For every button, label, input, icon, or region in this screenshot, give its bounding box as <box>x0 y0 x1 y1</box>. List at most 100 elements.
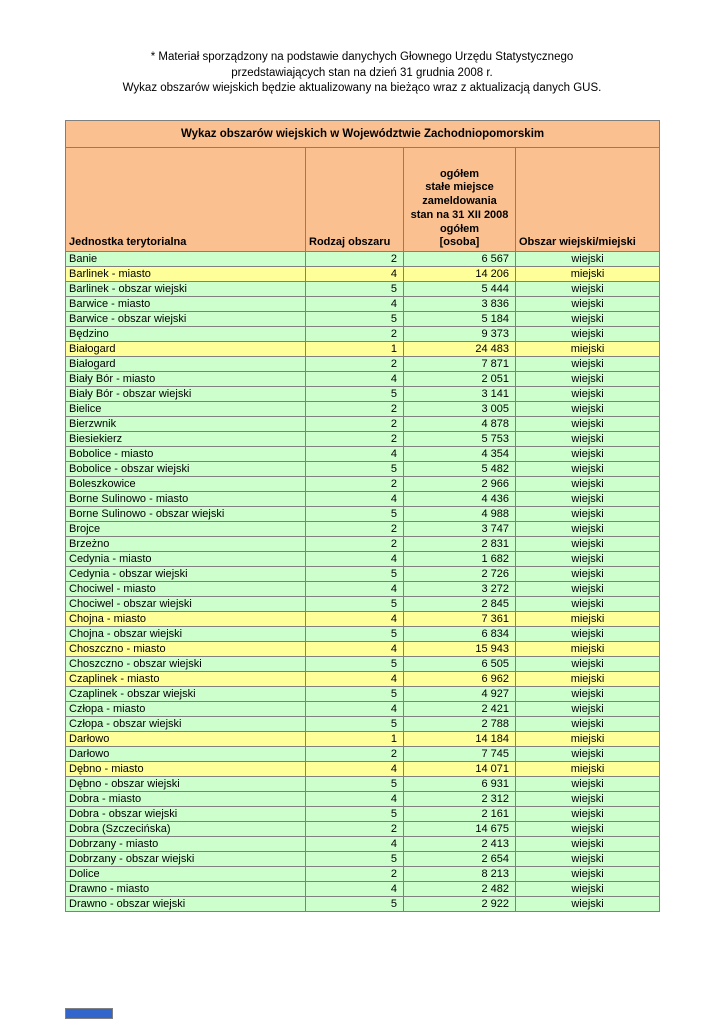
rural-areas-table-wrap: Wykaz obszarów wiejskich w Województwie … <box>64 120 661 912</box>
cell-population: 4 354 <box>403 446 516 462</box>
cell-area-type: 2 <box>305 251 404 267</box>
column-header-population: ogółem stałe miejsce zameldowania stan n… <box>403 147 516 252</box>
cell-population: 6 931 <box>403 776 516 792</box>
cell-area-type: 2 <box>305 536 404 552</box>
cell-population: 5 184 <box>403 311 516 327</box>
cell-area-type: 1 <box>305 341 404 357</box>
cell-rural-urban: wiejski <box>514 281 661 297</box>
cell-territorial-unit: Barlinek - miasto <box>65 266 306 282</box>
cell-rural-urban: wiejski <box>514 386 661 402</box>
cell-area-type: 2 <box>305 746 404 762</box>
cell-rural-urban: wiejski <box>514 836 661 852</box>
cell-territorial-unit: Bielice <box>65 401 306 417</box>
cell-area-type: 5 <box>305 686 404 702</box>
cell-population: 2 413 <box>403 836 516 852</box>
cell-territorial-unit: Dobra - obszar wiejski <box>65 806 306 822</box>
cell-territorial-unit: Dobra (Szczecińska) <box>65 821 306 837</box>
cell-rural-urban: wiejski <box>514 371 661 387</box>
cell-population: 3 141 <box>403 386 516 402</box>
table-row: Boleszkowice 2 2 966 wiejski <box>65 476 661 492</box>
table-row: Białogard 1 24 483 miejski <box>65 341 661 357</box>
table-row: Banie 2 6 567 wiejski <box>65 251 661 267</box>
cell-area-type: 4 <box>305 836 404 852</box>
cell-territorial-unit: Dębno - miasto <box>65 761 306 777</box>
cell-rural-urban: wiejski <box>514 821 661 837</box>
cell-rural-urban: wiejski <box>514 311 661 327</box>
cell-area-type: 2 <box>305 356 404 372</box>
cell-population: 5 482 <box>403 461 516 477</box>
cell-territorial-unit: Dobra - miasto <box>65 791 306 807</box>
cell-rural-urban: wiejski <box>514 626 661 642</box>
cell-area-type: 5 <box>305 851 404 867</box>
cell-rural-urban: wiejski <box>514 491 661 507</box>
table-row: Choszczno - obszar wiejski 5 6 505 wiejski <box>65 656 661 672</box>
cell-population: 5 753 <box>403 431 516 447</box>
table-row: Barwice - miasto 4 3 836 wiejski <box>65 296 661 312</box>
cell-area-type: 4 <box>305 296 404 312</box>
table-row: Dobrzany - obszar wiejski 5 2 654 wiejski <box>65 851 661 867</box>
cell-territorial-unit: Darłowo <box>65 731 306 747</box>
cell-rural-urban: wiejski <box>514 401 661 417</box>
cell-population: 7 745 <box>403 746 516 762</box>
cell-area-type: 5 <box>305 311 404 327</box>
table-row: Bobolice - miasto 4 4 354 wiejski <box>65 446 661 462</box>
table-row: Barlinek - obszar wiejski 5 5 444 wiejski <box>65 281 661 297</box>
cell-rural-urban: wiejski <box>514 596 661 612</box>
cell-territorial-unit: Czaplinek - miasto <box>65 671 306 687</box>
cell-territorial-unit: Dolice <box>65 866 306 882</box>
cell-population: 3 005 <box>403 401 516 417</box>
cell-territorial-unit: Chociwel - miasto <box>65 581 306 597</box>
cell-territorial-unit: Brzeżno <box>65 536 306 552</box>
table-title: Wykaz obszarów wiejskich w Województwie … <box>64 120 661 148</box>
table-row: Bierzwnik 2 4 878 wiejski <box>65 416 661 432</box>
cell-area-type: 5 <box>305 281 404 297</box>
table-row: Bielice 2 3 005 wiejski <box>65 401 661 417</box>
cell-rural-urban: wiejski <box>514 656 661 672</box>
cell-rural-urban: wiejski <box>514 716 661 732</box>
cell-rural-urban: wiejski <box>514 461 661 477</box>
cell-area-type: 5 <box>305 461 404 477</box>
table-row: Borne Sulinowo - obszar wiejski 5 4 988 wie… <box>65 506 661 522</box>
cell-rural-urban: wiejski <box>514 806 661 822</box>
cell-population: 3 836 <box>403 296 516 312</box>
table-row: Barwice - obszar wiejski 5 5 184 wiejski <box>65 311 661 327</box>
cell-population: 14 071 <box>403 761 516 777</box>
cell-rural-urban: wiejski <box>514 506 661 522</box>
table-row: Darłowo 2 7 745 wiejski <box>65 746 661 762</box>
cell-population: 2 312 <box>403 791 516 807</box>
table-row: Brojce 2 3 747 wiejski <box>65 521 661 537</box>
cell-population: 6 505 <box>403 656 516 672</box>
cell-area-type: 4 <box>305 611 404 627</box>
cell-area-type: 5 <box>305 656 404 672</box>
next-section-partial-header <box>65 1008 113 1019</box>
cell-territorial-unit: Będzino <box>65 326 306 342</box>
cell-rural-urban: wiejski <box>514 296 661 312</box>
cell-territorial-unit: Barwice - obszar wiejski <box>65 311 306 327</box>
cell-area-type: 5 <box>305 776 404 792</box>
cell-area-type: 4 <box>305 551 404 567</box>
cell-territorial-unit: Bierzwnik <box>65 416 306 432</box>
cell-rural-urban: wiejski <box>514 431 661 447</box>
cell-territorial-unit: Chojna - obszar wiejski <box>65 626 306 642</box>
cell-population: 14 184 <box>403 731 516 747</box>
cell-population: 14 675 <box>403 821 516 837</box>
cell-population: 14 206 <box>403 266 516 282</box>
cell-territorial-unit: Chociwel - obszar wiejski <box>65 596 306 612</box>
cell-area-type: 4 <box>305 371 404 387</box>
cell-rural-urban: wiejski <box>514 416 661 432</box>
cell-area-type: 2 <box>305 476 404 492</box>
cell-territorial-unit: Cedynia - obszar wiejski <box>65 566 306 582</box>
table-row: Będzino 2 9 373 wiejski <box>65 326 661 342</box>
table-row: Choszczno - miasto 4 15 943 miejski <box>65 641 661 657</box>
cell-population: 2 161 <box>403 806 516 822</box>
cell-area-type: 4 <box>305 266 404 282</box>
cell-population: 9 373 <box>403 326 516 342</box>
cell-territorial-unit: Cedynia - miasto <box>65 551 306 567</box>
cell-rural-urban: wiejski <box>514 881 661 897</box>
cell-territorial-unit: Barwice - miasto <box>65 296 306 312</box>
table-row: Dobra (Szczecińska) 2 14 675 wiejski <box>65 821 661 837</box>
cell-rural-urban: wiejski <box>514 476 661 492</box>
cell-rural-urban: wiejski <box>514 551 661 567</box>
cell-rural-urban: wiejski <box>514 746 661 762</box>
cell-territorial-unit: Borne Sulinowo - miasto <box>65 491 306 507</box>
